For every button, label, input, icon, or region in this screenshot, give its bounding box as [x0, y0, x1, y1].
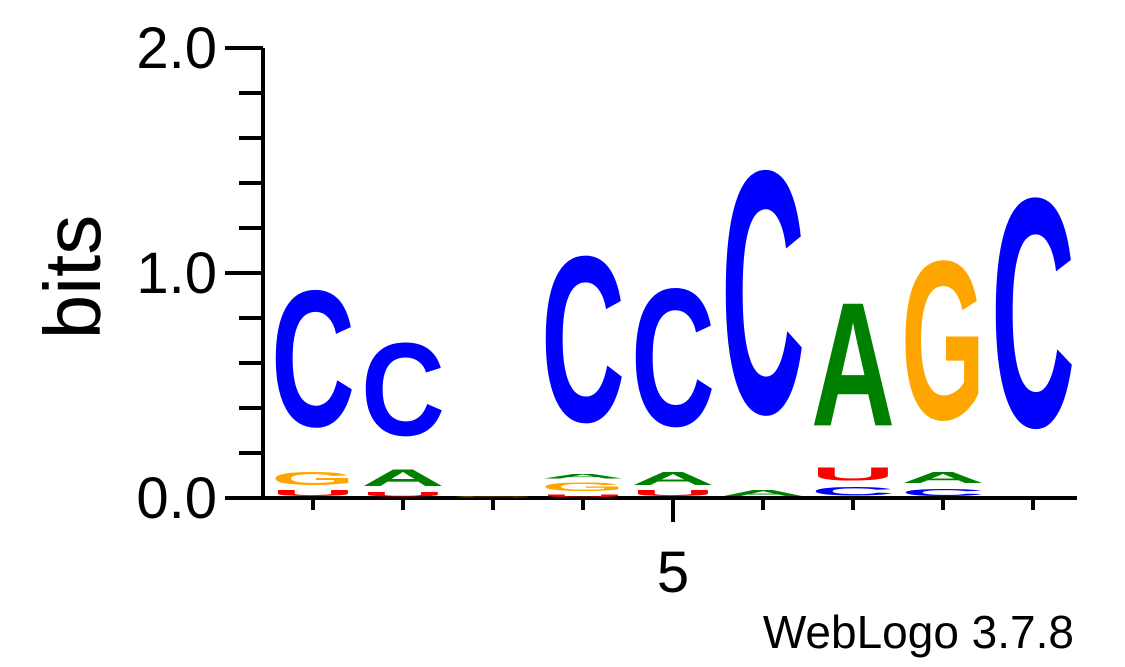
logo-column-8: CAG: [901, 213, 985, 498]
logo-letter-c: C: [361, 316, 445, 464]
logo-column-3: UG: [451, 496, 535, 498]
logo-letter-u: U: [271, 489, 355, 498]
logo-letter-a: A: [721, 489, 805, 498]
logo-letter-g: G: [541, 480, 625, 493]
logo-letter-u: U: [361, 491, 445, 498]
logo-letter-c: C: [271, 251, 355, 468]
logo-column-6: AC: [721, 97, 805, 498]
x-axis: 5: [263, 496, 1077, 605]
y-axis-label: bits: [28, 215, 117, 340]
logo-column-1: UGC: [271, 251, 355, 498]
y-axis: 0.0 1.0 2.0: [136, 16, 265, 531]
logo-column-7: CUA: [811, 266, 895, 498]
logo-letter-g: G: [901, 213, 985, 467]
logo-letter-a: A: [901, 469, 985, 487]
weblogo-credit: WebLogo 3.7.8: [763, 606, 1074, 658]
x-tick-label: 5: [657, 540, 689, 605]
logo-column-5: UAC: [631, 249, 715, 498]
logo-letter-c: C: [901, 487, 985, 498]
logo-letter-a: A: [361, 464, 445, 491]
logo-letter-c: C: [991, 131, 1075, 496]
logo-letter-g: G: [451, 496, 535, 497]
logo-letter-g: G: [271, 469, 355, 489]
y-tick-label: 1.0: [136, 241, 217, 306]
logo-letter-u: U: [631, 489, 715, 498]
logo-letter-a: A: [631, 469, 715, 489]
logo-letter-a: A: [811, 266, 895, 463]
logo-letter-c: C: [721, 97, 805, 486]
logo-column-9: C: [991, 131, 1075, 496]
y-tick-label: 0.0: [136, 466, 217, 531]
logo-letter-c: C: [541, 207, 625, 472]
logo-letter-u: U: [541, 494, 625, 498]
y-tick-label: 2.0: [136, 16, 217, 81]
logo-column-2: UAC: [361, 316, 445, 498]
logo-letter-c: C: [631, 249, 715, 468]
logo-letter-u: U: [451, 497, 535, 498]
logo-letter-c: C: [811, 484, 895, 498]
logo-letter-u: U: [811, 464, 895, 484]
logo-letter-a: A: [541, 473, 625, 480]
